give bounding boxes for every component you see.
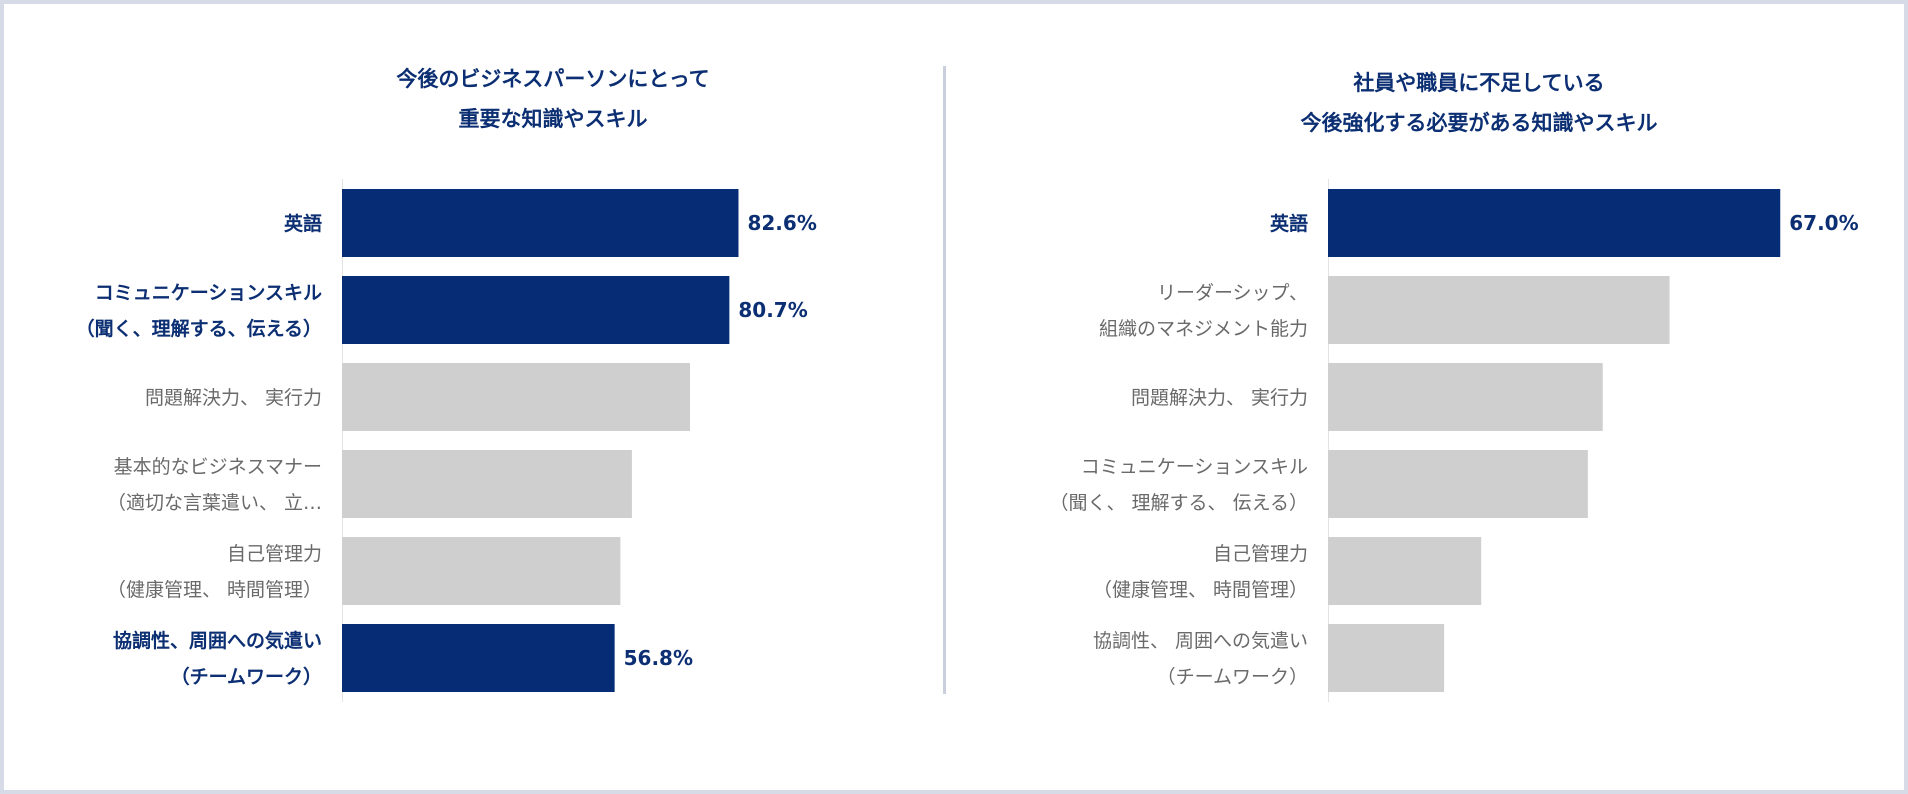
chart-0-bar-4 bbox=[342, 537, 621, 605]
chart-1-bar-2 bbox=[1328, 363, 1603, 431]
chart-1-category-label-2-0: 問題解決力、 実行力 bbox=[1131, 387, 1308, 409]
chart-0-category-label-1-0: コミュニケーションスキル bbox=[95, 282, 322, 304]
chart-0-bar-3 bbox=[342, 450, 632, 518]
chart-1-bar-1 bbox=[1328, 276, 1670, 344]
chart-0-category-label-5-0: 協調性、周囲への気遣い bbox=[113, 629, 322, 652]
chart-0-bar-0 bbox=[342, 189, 739, 257]
chart-1-category-label-1-1: 組織のマネジメント能力 bbox=[1099, 318, 1308, 340]
panel-divider bbox=[943, 66, 946, 694]
chart-1-bar-3 bbox=[1328, 450, 1588, 518]
chart-1-title-line-0: 社員や職員に不足している bbox=[1352, 71, 1604, 95]
chart-0-value-label-1: 80.7% bbox=[738, 298, 807, 322]
chart-1-category-label-0-0: 英語 bbox=[1270, 212, 1308, 235]
chart-1-bar-0 bbox=[1328, 189, 1781, 257]
chart-0-value-label-0: 82.6% bbox=[747, 211, 816, 235]
chart-1-bar-4 bbox=[1328, 537, 1482, 605]
chart-0-title-line-1: 重要な知識やスキル bbox=[459, 107, 648, 131]
chart-1-bar-5 bbox=[1328, 624, 1445, 692]
chart-1-category-label-5-1: （チームワーク） bbox=[1157, 666, 1308, 688]
chart-0-category-label-4-0: 自己管理力 bbox=[227, 543, 322, 565]
chart-1-title-line-1: 今後強化する必要がある知識やスキル bbox=[1301, 111, 1658, 135]
chart-0-bar-1 bbox=[342, 276, 730, 344]
chart-0-category-label-3-0: 基本的なビジネスマナー bbox=[114, 456, 322, 478]
chart-1-value-label-0: 67.0% bbox=[1789, 211, 1858, 235]
chart-0-category-label-4-1: （健康管理、 時間管理） bbox=[107, 579, 322, 601]
chart-0-category-label-3-1: （適切な言葉遣い、 立… bbox=[107, 492, 322, 514]
chart-0-category-label-5-1: （チームワーク） bbox=[171, 665, 322, 688]
chart-0-category-label-1-1: （聞く、理解する、伝える） bbox=[76, 317, 322, 340]
chart-0-title-line-0: 今後のビジネスパーソンにとって bbox=[396, 67, 709, 91]
chart-0-value-label-5: 56.8% bbox=[624, 646, 693, 670]
chart-1-category-label-1-0: リーダーシップ、 bbox=[1157, 282, 1308, 304]
chart-1-category-label-4-0: 自己管理力 bbox=[1213, 543, 1308, 565]
chart-1-category-label-4-1: （健康管理、 時間管理） bbox=[1093, 579, 1308, 601]
chart-1-category-label-3-0: コミュニケーションスキル bbox=[1081, 456, 1308, 478]
chart-0-category-label-2-0: 問題解決力、 実行力 bbox=[145, 387, 322, 409]
chart-0-category-label-0-0: 英語 bbox=[284, 212, 322, 235]
chart-1-category-label-3-1: （聞く、 理解する、 伝える） bbox=[1049, 492, 1308, 514]
chart-0-bar-2 bbox=[342, 363, 690, 431]
chart-0-bar-5 bbox=[342, 624, 615, 692]
chart-1-category-label-5-0: 協調性、 周囲への気遣い bbox=[1093, 630, 1308, 652]
